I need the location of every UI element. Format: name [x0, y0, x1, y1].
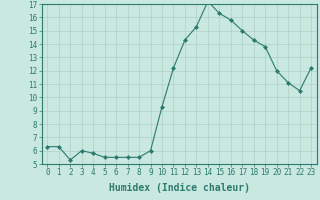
X-axis label: Humidex (Indice chaleur): Humidex (Indice chaleur): [109, 183, 250, 193]
